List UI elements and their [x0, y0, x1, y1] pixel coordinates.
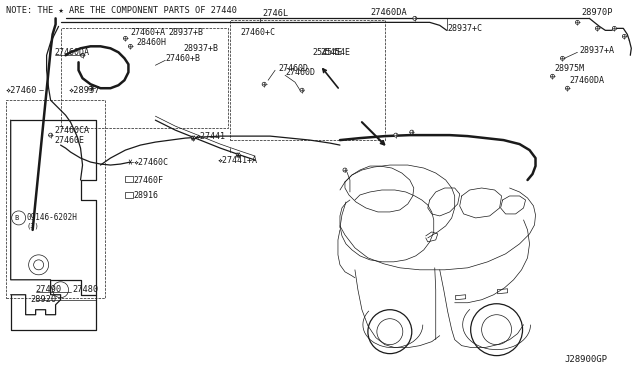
Circle shape	[236, 153, 240, 157]
Circle shape	[413, 16, 417, 20]
Text: 27460CA: 27460CA	[54, 126, 90, 135]
Bar	[125, 176, 133, 182]
Text: 2746L: 2746L	[262, 9, 289, 18]
Text: 25454E: 25454E	[312, 48, 342, 57]
Text: 28937+A: 28937+A	[579, 46, 614, 55]
Text: 28975M: 28975M	[554, 64, 584, 73]
Text: 28937+B: 28937+B	[183, 44, 218, 53]
Circle shape	[124, 36, 127, 40]
Circle shape	[566, 86, 570, 90]
Text: 27460+B: 27460+B	[165, 54, 200, 63]
Circle shape	[81, 53, 84, 57]
Circle shape	[550, 74, 554, 78]
Circle shape	[622, 34, 627, 38]
Text: 28920: 28920	[31, 295, 57, 304]
Bar	[6, 100, 106, 298]
Circle shape	[410, 130, 414, 134]
Text: 09146-6202H: 09146-6202H	[27, 214, 77, 222]
Text: ✧27460C: ✧27460C	[133, 158, 168, 167]
Text: 27460+A: 27460+A	[131, 28, 165, 37]
Text: ✧28937: ✧28937	[68, 86, 100, 95]
Circle shape	[394, 133, 398, 137]
Text: 27460E: 27460E	[54, 136, 84, 145]
Bar	[125, 192, 133, 198]
Text: ✧27441+A: ✧27441+A	[218, 155, 258, 164]
Text: 27460+C: 27460+C	[240, 28, 275, 37]
Circle shape	[191, 136, 195, 140]
Text: 27460DA: 27460DA	[370, 8, 406, 17]
Text: NOTE: THE ★ ARE THE COMPONENT PARTS OF 27440: NOTE: THE ★ ARE THE COMPONENT PARTS OF 2…	[6, 6, 237, 15]
Text: 27460DA: 27460DA	[54, 48, 90, 57]
Bar	[230, 20, 385, 140]
Text: 28937+B: 28937+B	[168, 28, 204, 37]
Text: 27460DA: 27460DA	[570, 76, 604, 85]
Circle shape	[343, 168, 347, 172]
Text: 27480: 27480	[72, 285, 99, 294]
Text: 28970P: 28970P	[581, 8, 613, 17]
Text: 27490: 27490	[36, 285, 62, 294]
Text: ✧27460: ✧27460	[6, 86, 37, 95]
Circle shape	[49, 133, 52, 137]
Circle shape	[129, 44, 132, 48]
Circle shape	[88, 86, 93, 90]
Text: B: B	[15, 215, 19, 221]
Circle shape	[595, 26, 600, 31]
Circle shape	[262, 82, 266, 86]
Text: (3): (3)	[27, 223, 40, 229]
Text: 27460F: 27460F	[133, 176, 163, 185]
Circle shape	[612, 26, 616, 31]
Text: 28937+C: 28937+C	[448, 24, 483, 33]
Bar	[61, 28, 228, 128]
Circle shape	[561, 56, 564, 60]
Text: 27460D: 27460D	[285, 68, 315, 77]
Text: ✧27441: ✧27441	[196, 132, 227, 141]
Text: 25454E: 25454E	[320, 48, 350, 57]
Circle shape	[300, 88, 304, 92]
Circle shape	[575, 20, 579, 24]
Text: 28460H: 28460H	[136, 38, 166, 47]
Text: J28900GP: J28900GP	[564, 355, 607, 364]
Text: 27460D: 27460D	[278, 64, 308, 73]
Text: 28916: 28916	[133, 192, 159, 201]
